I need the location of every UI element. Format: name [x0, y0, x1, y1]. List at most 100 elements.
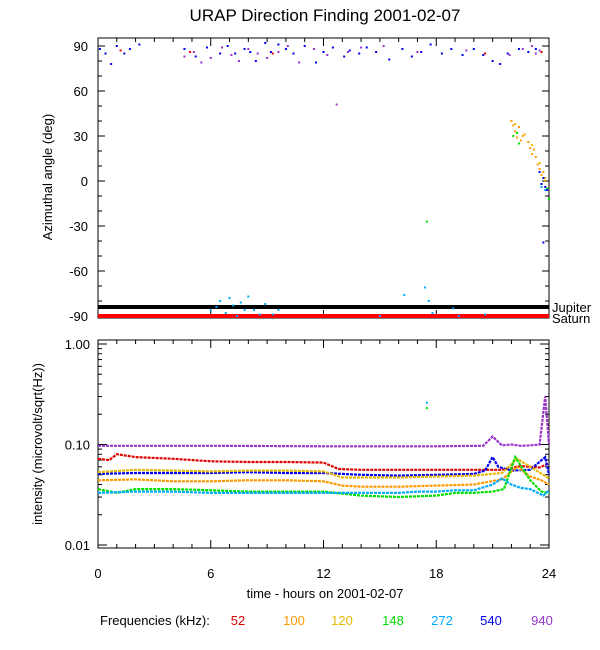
angle-point-100khz: [538, 168, 541, 170]
angle-point-940khz: [298, 61, 301, 64]
x-tick-label: 24: [542, 566, 556, 581]
angle-point-272khz: [431, 312, 434, 314]
angle-point-540khz: [128, 48, 131, 50]
intensity-line-540khz: [97, 454, 551, 477]
intensity-line-148khz: [97, 454, 550, 499]
angle-point-540khz: [540, 183, 543, 185]
angle-point-100khz: [510, 120, 513, 122]
angle-point-540khz: [138, 43, 141, 46]
intensity-axis-ticks: 1.00 0.10 0.01 0 6 12 18 24: [65, 337, 557, 581]
intensity-tick-label: 0.01: [65, 538, 90, 553]
angle-point-940khz: [326, 54, 329, 56]
frequency-legend: Frequencies (kHz): 52 100 120 148 272 540 940: [100, 613, 553, 628]
angle-point-540khz: [472, 48, 475, 50]
intensity-outlier-point: [425, 401, 428, 404]
angle-point-540khz: [538, 171, 541, 173]
angle-point-540khz: [401, 48, 404, 50]
angle-point-540khz: [375, 51, 378, 53]
angle-point-272khz: [457, 315, 460, 317]
angle-point-120khz: [531, 144, 534, 146]
angle-point-540khz: [388, 58, 391, 61]
angle-point-540khz: [322, 51, 325, 53]
angle-point-540khz: [277, 43, 280, 46]
angle-point-52khz: [119, 49, 122, 52]
angle-point-540khz: [254, 60, 257, 62]
angle-point-100khz: [527, 141, 530, 143]
angle-point-940khz: [183, 55, 186, 58]
angle-point-940khz: [531, 45, 534, 47]
intensity-line-272khz: [97, 477, 550, 497]
angle-point-540khz: [303, 45, 306, 47]
angle-point-100khz: [529, 147, 532, 149]
angle-point-272khz: [232, 304, 235, 307]
intensity-tick-label: 1.00: [65, 337, 90, 352]
legend-item-120khz: 120: [331, 613, 353, 628]
chart-title: URAP Direction Finding 2001-02-07: [190, 6, 461, 25]
legend-item-540khz: 540: [480, 613, 502, 628]
angle-point-272khz: [243, 309, 246, 311]
angle-point-148khz: [425, 220, 428, 223]
angle-point-272khz: [247, 295, 250, 298]
angle-point-148khz: [516, 132, 519, 134]
saturn-label: Saturn: [552, 311, 590, 326]
angle-tick-label: -60: [69, 264, 88, 279]
angle-point-540khz: [183, 48, 186, 50]
legend-item-100khz: 100: [283, 613, 305, 628]
angle-point-540khz: [348, 49, 351, 52]
angle-point-100khz: [519, 139, 522, 142]
angle-panel-frame: [97, 37, 550, 319]
angle-point-540khz: [219, 52, 222, 55]
angle-point-100khz: [514, 130, 517, 133]
angle-point-940khz: [192, 51, 195, 53]
angle-point-272khz: [423, 286, 426, 289]
angle-point-100khz: [534, 156, 537, 158]
angle-tick-label: 30: [74, 129, 88, 144]
intensity-line-100khz: [97, 465, 550, 488]
angle-point-540khz: [226, 45, 229, 47]
angle-point-272khz: [219, 300, 222, 302]
intensity-panel-frame: [97, 339, 550, 549]
angle-point-540khz: [314, 61, 317, 64]
angle-point-540khz: [534, 48, 537, 50]
angle-point-940khz: [286, 45, 289, 47]
angle-point-120khz: [521, 135, 524, 137]
intensity-line-940khz: [98, 396, 551, 448]
angle-point-272khz: [452, 307, 455, 310]
intensity-outlier-point: [425, 407, 428, 410]
angle-point-100khz: [512, 124, 515, 127]
legend-item-52khz: 52: [231, 613, 245, 628]
angle-point-540khz: [358, 52, 361, 55]
angle-point-540khz: [284, 48, 287, 50]
angle-point-272khz: [236, 315, 239, 317]
angle-point-100khz: [517, 126, 520, 128]
angle-point-540khz: [234, 52, 237, 55]
angle-point-272khz: [540, 186, 543, 188]
angle-point-940khz: [247, 48, 250, 50]
angle-point-540khz: [194, 55, 197, 58]
angle-tick-label: 0: [81, 174, 88, 189]
angle-point-540khz: [440, 52, 443, 55]
angle-point-540khz: [365, 46, 368, 49]
angle-point-940khz: [521, 48, 524, 50]
angle-point-148khz: [546, 187, 549, 190]
angle-point-540khz: [269, 51, 272, 53]
angle-point-272khz: [228, 297, 231, 299]
angle-point-540khz: [331, 46, 334, 49]
angle-point-52khz: [189, 51, 192, 53]
angle-point-148khz: [548, 198, 550, 200]
angle-point-272khz: [258, 313, 261, 316]
angle-point-540khz: [544, 186, 547, 188]
angle-point-52khz: [271, 52, 274, 55]
angle-point-940khz: [465, 49, 468, 52]
angle-point-540khz: [98, 48, 101, 50]
x-tick-label: 12: [316, 566, 330, 581]
angle-point-272khz: [252, 309, 255, 311]
angle-point-540khz: [115, 45, 118, 47]
angle-point-100khz: [540, 174, 543, 176]
intensity-line-120khz: [97, 457, 550, 480]
angle-point-52khz: [540, 51, 543, 53]
angle-point-120khz: [514, 123, 517, 125]
angle-point-540khz: [343, 55, 346, 58]
angle-point-540khz: [249, 51, 252, 53]
angle-point-540khz: [420, 51, 423, 53]
